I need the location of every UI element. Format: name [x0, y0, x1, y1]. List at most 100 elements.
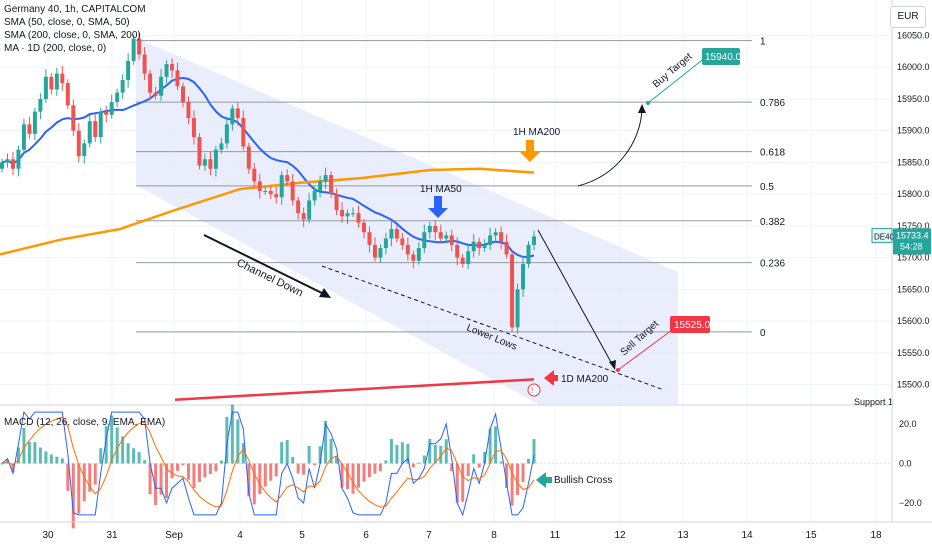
candle-body — [279, 175, 284, 198]
price-axis-tick: 15950.0 — [897, 94, 930, 104]
macd-histogram-bar — [49, 454, 53, 464]
candle-body — [65, 83, 70, 106]
macd-histogram-bar — [269, 463, 273, 481]
candle-body — [202, 159, 207, 166]
macd-histogram-bar — [27, 441, 31, 464]
candle-body — [43, 76, 48, 99]
time-axis-tick: 18 — [870, 530, 882, 541]
candle-body — [180, 86, 185, 103]
candle-body — [197, 137, 202, 166]
time-axis-tick: 14 — [741, 530, 753, 541]
time-axis-tick: 30 — [42, 530, 54, 541]
price-axis-tick: 16000.0 — [897, 62, 930, 72]
macd-histogram-bar — [55, 456, 59, 464]
macd-histogram-bar — [38, 447, 42, 464]
candle-body — [219, 143, 224, 150]
candle-body — [345, 213, 350, 217]
candle-body — [274, 194, 279, 198]
macd-histogram-bar — [143, 460, 147, 464]
candle-body — [312, 190, 317, 201]
macd-histogram-bar — [461, 463, 465, 502]
macd-histogram-bar — [439, 445, 443, 464]
macd-histogram-bar — [472, 454, 476, 464]
buy-projection-arrowhead — [638, 104, 646, 113]
macd-histogram-bar — [362, 463, 366, 482]
candle-body — [334, 194, 339, 210]
candle-body — [164, 64, 169, 77]
candle-body — [104, 111, 109, 115]
macd-histogram-bar — [450, 463, 454, 472]
macd-histogram-bar — [291, 457, 295, 464]
ma200-1h-label: 1H MA200 — [513, 127, 561, 138]
candle-body — [252, 168, 257, 182]
macd-histogram-bar — [356, 463, 360, 488]
candle-body — [60, 73, 65, 84]
macd-histogram-bar — [93, 463, 97, 485]
price-axis-tick: 15650.0 — [897, 284, 930, 294]
candle-body — [208, 159, 213, 169]
macd-indicator-label[interactable]: MACD (12, 26, close, 9, EMA, EMA) — [4, 417, 166, 428]
price-axis-tick: 15700.0 — [897, 253, 930, 263]
macd-histogram-bar — [477, 463, 481, 468]
candle-body — [224, 124, 229, 144]
price-axis-tick: 15550.0 — [897, 348, 930, 358]
macd-histogram-bar — [351, 463, 355, 494]
price-axis-tick: 15850.0 — [897, 157, 930, 167]
candle-body — [323, 175, 328, 182]
macd-histogram-bar — [99, 448, 103, 464]
candle-body — [427, 225, 432, 233]
indicator-ma1d-label[interactable]: MA · 1D (200, close, 0) — [4, 43, 107, 54]
candle-body — [137, 38, 142, 55]
candle-body — [510, 254, 515, 328]
buy-target-badge — [702, 48, 740, 65]
symbol-badge-label: DE40 — [874, 232, 895, 241]
candle-body — [76, 130, 81, 157]
candle-body — [153, 92, 158, 96]
candle-body — [471, 241, 476, 252]
ma1d-200-line — [174, 378, 535, 401]
candle-body — [356, 213, 361, 223]
macd-histogram-bar — [126, 443, 130, 464]
macd-histogram-bar — [516, 463, 520, 496]
countdown-value: 54:28 — [900, 241, 923, 251]
macd-histogram-bar — [318, 446, 322, 464]
macd-histogram-bar — [44, 451, 48, 464]
macd-histogram-bar — [77, 463, 81, 514]
currency-button[interactable]: EUR — [890, 6, 926, 28]
candle-body — [0, 162, 4, 169]
candle-body — [460, 257, 465, 264]
macd-histogram-bar — [22, 427, 26, 464]
candle-body — [488, 235, 493, 245]
candle-body — [87, 121, 92, 144]
macd-histogram-bar — [225, 416, 229, 464]
macd-histogram-bar — [247, 463, 251, 497]
candle-body — [499, 232, 504, 242]
indicator-sma50-label[interactable]: SMA (50, close, 0, SMA, 50) — [4, 17, 130, 28]
macd-histogram-bar — [532, 438, 536, 464]
macd-histogram-bar — [71, 463, 75, 529]
macd-histogram-bar — [11, 463, 15, 472]
fib-level-label: 0.236 — [760, 259, 785, 270]
macd-histogram-bar — [181, 463, 185, 466]
time-axis-tick: 7 — [426, 530, 432, 541]
candle-body — [405, 244, 410, 255]
macd-histogram-bar — [274, 463, 278, 477]
macd-histogram-bar — [186, 463, 190, 480]
candle-body — [5, 159, 10, 163]
sell-projection-arrowhead — [609, 360, 616, 370]
candle-body — [449, 235, 454, 245]
sell-target-point — [616, 368, 620, 372]
macd-histogram-bar — [384, 460, 388, 464]
price-axis-tick: 15900.0 — [897, 126, 930, 136]
indicator-sma200-label[interactable]: SMA (200, close, 0, SMA, 200) — [4, 30, 141, 41]
candle-body — [433, 225, 438, 233]
time-axis-tick: 31 — [106, 530, 118, 541]
candle-body — [175, 70, 180, 87]
candle-body — [515, 289, 520, 328]
ma1d-label: 1D MA200 — [561, 374, 609, 385]
macd-histogram-bar — [236, 419, 240, 464]
macd-histogram-bar — [422, 455, 426, 464]
channel-layer — [136, 38, 678, 405]
moving-averages-layer — [0, 76, 535, 401]
